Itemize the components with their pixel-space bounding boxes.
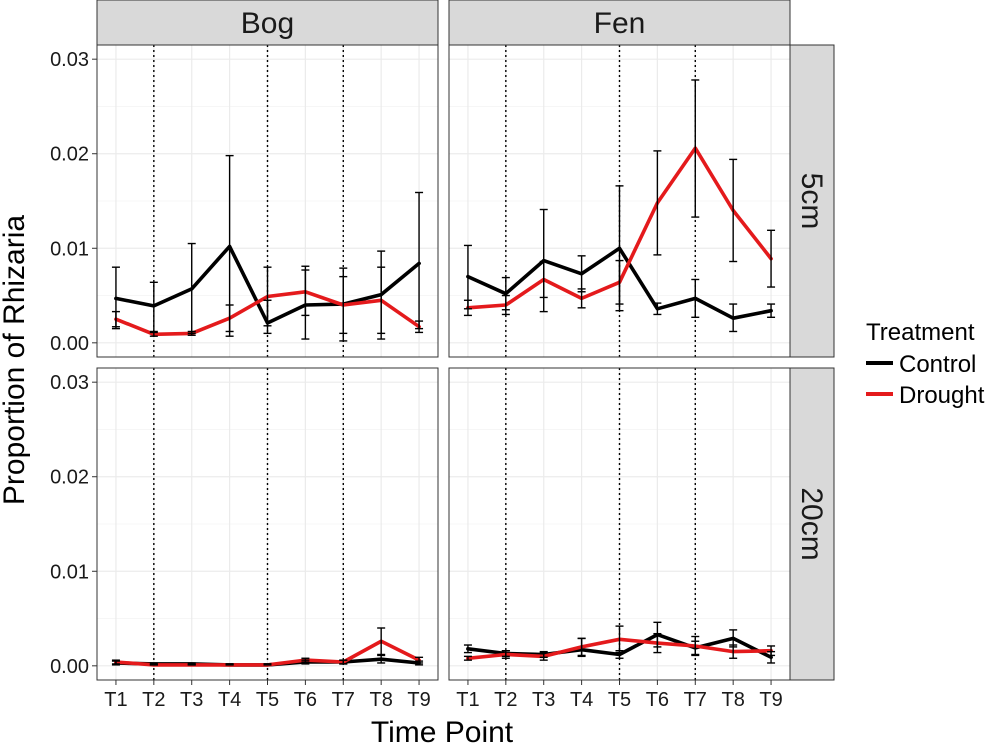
error-bar-drought xyxy=(615,625,624,654)
x-tick-label: T5 xyxy=(256,689,279,711)
y-axis-title: Proportion of Rhizaria xyxy=(0,215,31,505)
error-bar-drought xyxy=(111,659,120,665)
x-tick-label: T1 xyxy=(456,689,479,711)
x-tick-label: T9 xyxy=(407,689,430,711)
error-bar-drought xyxy=(415,656,424,664)
error-bar-drought xyxy=(767,229,776,288)
error-bar-control xyxy=(377,654,386,664)
x-tick-label: T9 xyxy=(759,689,782,711)
error-bar-drought xyxy=(339,275,348,335)
x-tick-label: T7 xyxy=(332,689,355,711)
x-tick-label: T1 xyxy=(104,689,127,711)
error-bar-drought xyxy=(301,265,310,317)
column-strip-label: Fen xyxy=(594,7,646,40)
panel-fen-5cm xyxy=(448,44,791,358)
error-bar-control xyxy=(729,303,738,333)
x-tick-label: T4 xyxy=(570,689,593,711)
column-strip-fen xyxy=(448,0,791,46)
error-bar-drought xyxy=(187,330,196,336)
error-bar-drought xyxy=(691,79,700,218)
panel-bog-20cm xyxy=(96,367,439,681)
x-tick-label: T8 xyxy=(721,689,744,711)
facet-panels xyxy=(96,44,791,681)
error-bar-control xyxy=(149,281,158,333)
error-bar-drought xyxy=(615,259,624,305)
panel-border xyxy=(448,44,791,358)
error-bar-drought xyxy=(225,304,234,333)
error-bar-drought xyxy=(653,632,662,654)
legend-label-drought: Drought xyxy=(899,382,985,409)
error-bar-control xyxy=(463,644,472,654)
error-bar-drought xyxy=(263,663,272,666)
panel-fen-20cm xyxy=(448,367,791,681)
error-bar-drought xyxy=(577,637,586,657)
error-bar-drought xyxy=(691,635,700,657)
y-tick-label: 0.03 xyxy=(50,372,89,394)
error-bar-drought xyxy=(149,331,158,337)
x-tick-label: T4 xyxy=(218,689,241,711)
x-tick-label: T7 xyxy=(684,689,707,711)
row-strip-label: 5cm xyxy=(795,173,828,230)
error-bar-control xyxy=(691,278,700,318)
y-tick-label: 0.02 xyxy=(50,467,89,489)
error-bar-drought xyxy=(501,294,510,316)
error-bar-drought xyxy=(577,288,586,309)
error-bar-drought xyxy=(149,663,158,666)
error-bar-drought xyxy=(767,645,776,657)
error-bar-drought xyxy=(301,657,310,663)
x-tick-label: T2 xyxy=(494,689,517,711)
error-bar-drought xyxy=(377,266,386,335)
y-tick-label: 0.01 xyxy=(50,561,89,583)
x-tick-label: T3 xyxy=(180,689,203,711)
error-bar-drought xyxy=(415,320,424,334)
x-tick-label: T6 xyxy=(294,689,317,711)
facet-strips: Bog Fen 5cm 20cm xyxy=(96,0,835,681)
x-tick-label: T5 xyxy=(608,689,631,711)
x-axis-title: Time Point xyxy=(371,716,514,744)
legend-title: Treatment xyxy=(866,319,975,346)
x-tick-label: T3 xyxy=(532,689,555,711)
error-bar-control xyxy=(767,303,776,318)
error-bar-drought xyxy=(501,649,510,659)
error-bar-drought xyxy=(225,663,234,666)
x-tick-label: T6 xyxy=(646,689,669,711)
error-bar-drought xyxy=(187,663,196,666)
error-bar-control xyxy=(653,302,662,316)
y-tick-label: 0.01 xyxy=(50,238,89,260)
y-tick-label: 0.00 xyxy=(50,656,89,678)
error-bar-drought xyxy=(377,627,386,656)
legend: Treatment Control Drought xyxy=(866,319,985,409)
error-bar-drought xyxy=(729,158,738,263)
y-tick-label: 0.02 xyxy=(50,144,89,166)
error-bar-drought xyxy=(463,655,472,661)
row-strip-5cm xyxy=(789,44,835,358)
error-bar-drought xyxy=(729,644,738,659)
column-strip-label: Bog xyxy=(241,7,294,40)
y-tick-label: 0.00 xyxy=(50,333,89,355)
error-bar-drought xyxy=(339,659,348,665)
legend-label-control: Control xyxy=(899,351,976,378)
error-bar-drought xyxy=(263,266,272,327)
panel-border xyxy=(96,44,439,358)
column-strip-bog xyxy=(96,0,439,46)
y-tick-label: 0.03 xyxy=(50,49,89,71)
error-bar-drought xyxy=(539,651,548,661)
panel-bog-5cm xyxy=(96,44,439,358)
error-bar-drought xyxy=(653,150,662,256)
error-bar-drought xyxy=(539,260,548,299)
x-tick-label: T8 xyxy=(369,689,392,711)
axes: 0.00 0.01 0.02 0.03 0.00 0.01 0.02 0.03 T1 T2 T3 T4… xyxy=(50,49,783,711)
error-bar-drought xyxy=(111,310,120,328)
row-strip-label: 20cm xyxy=(795,487,828,560)
x-tick-label: T2 xyxy=(142,689,165,711)
error-bar-drought xyxy=(463,299,472,317)
